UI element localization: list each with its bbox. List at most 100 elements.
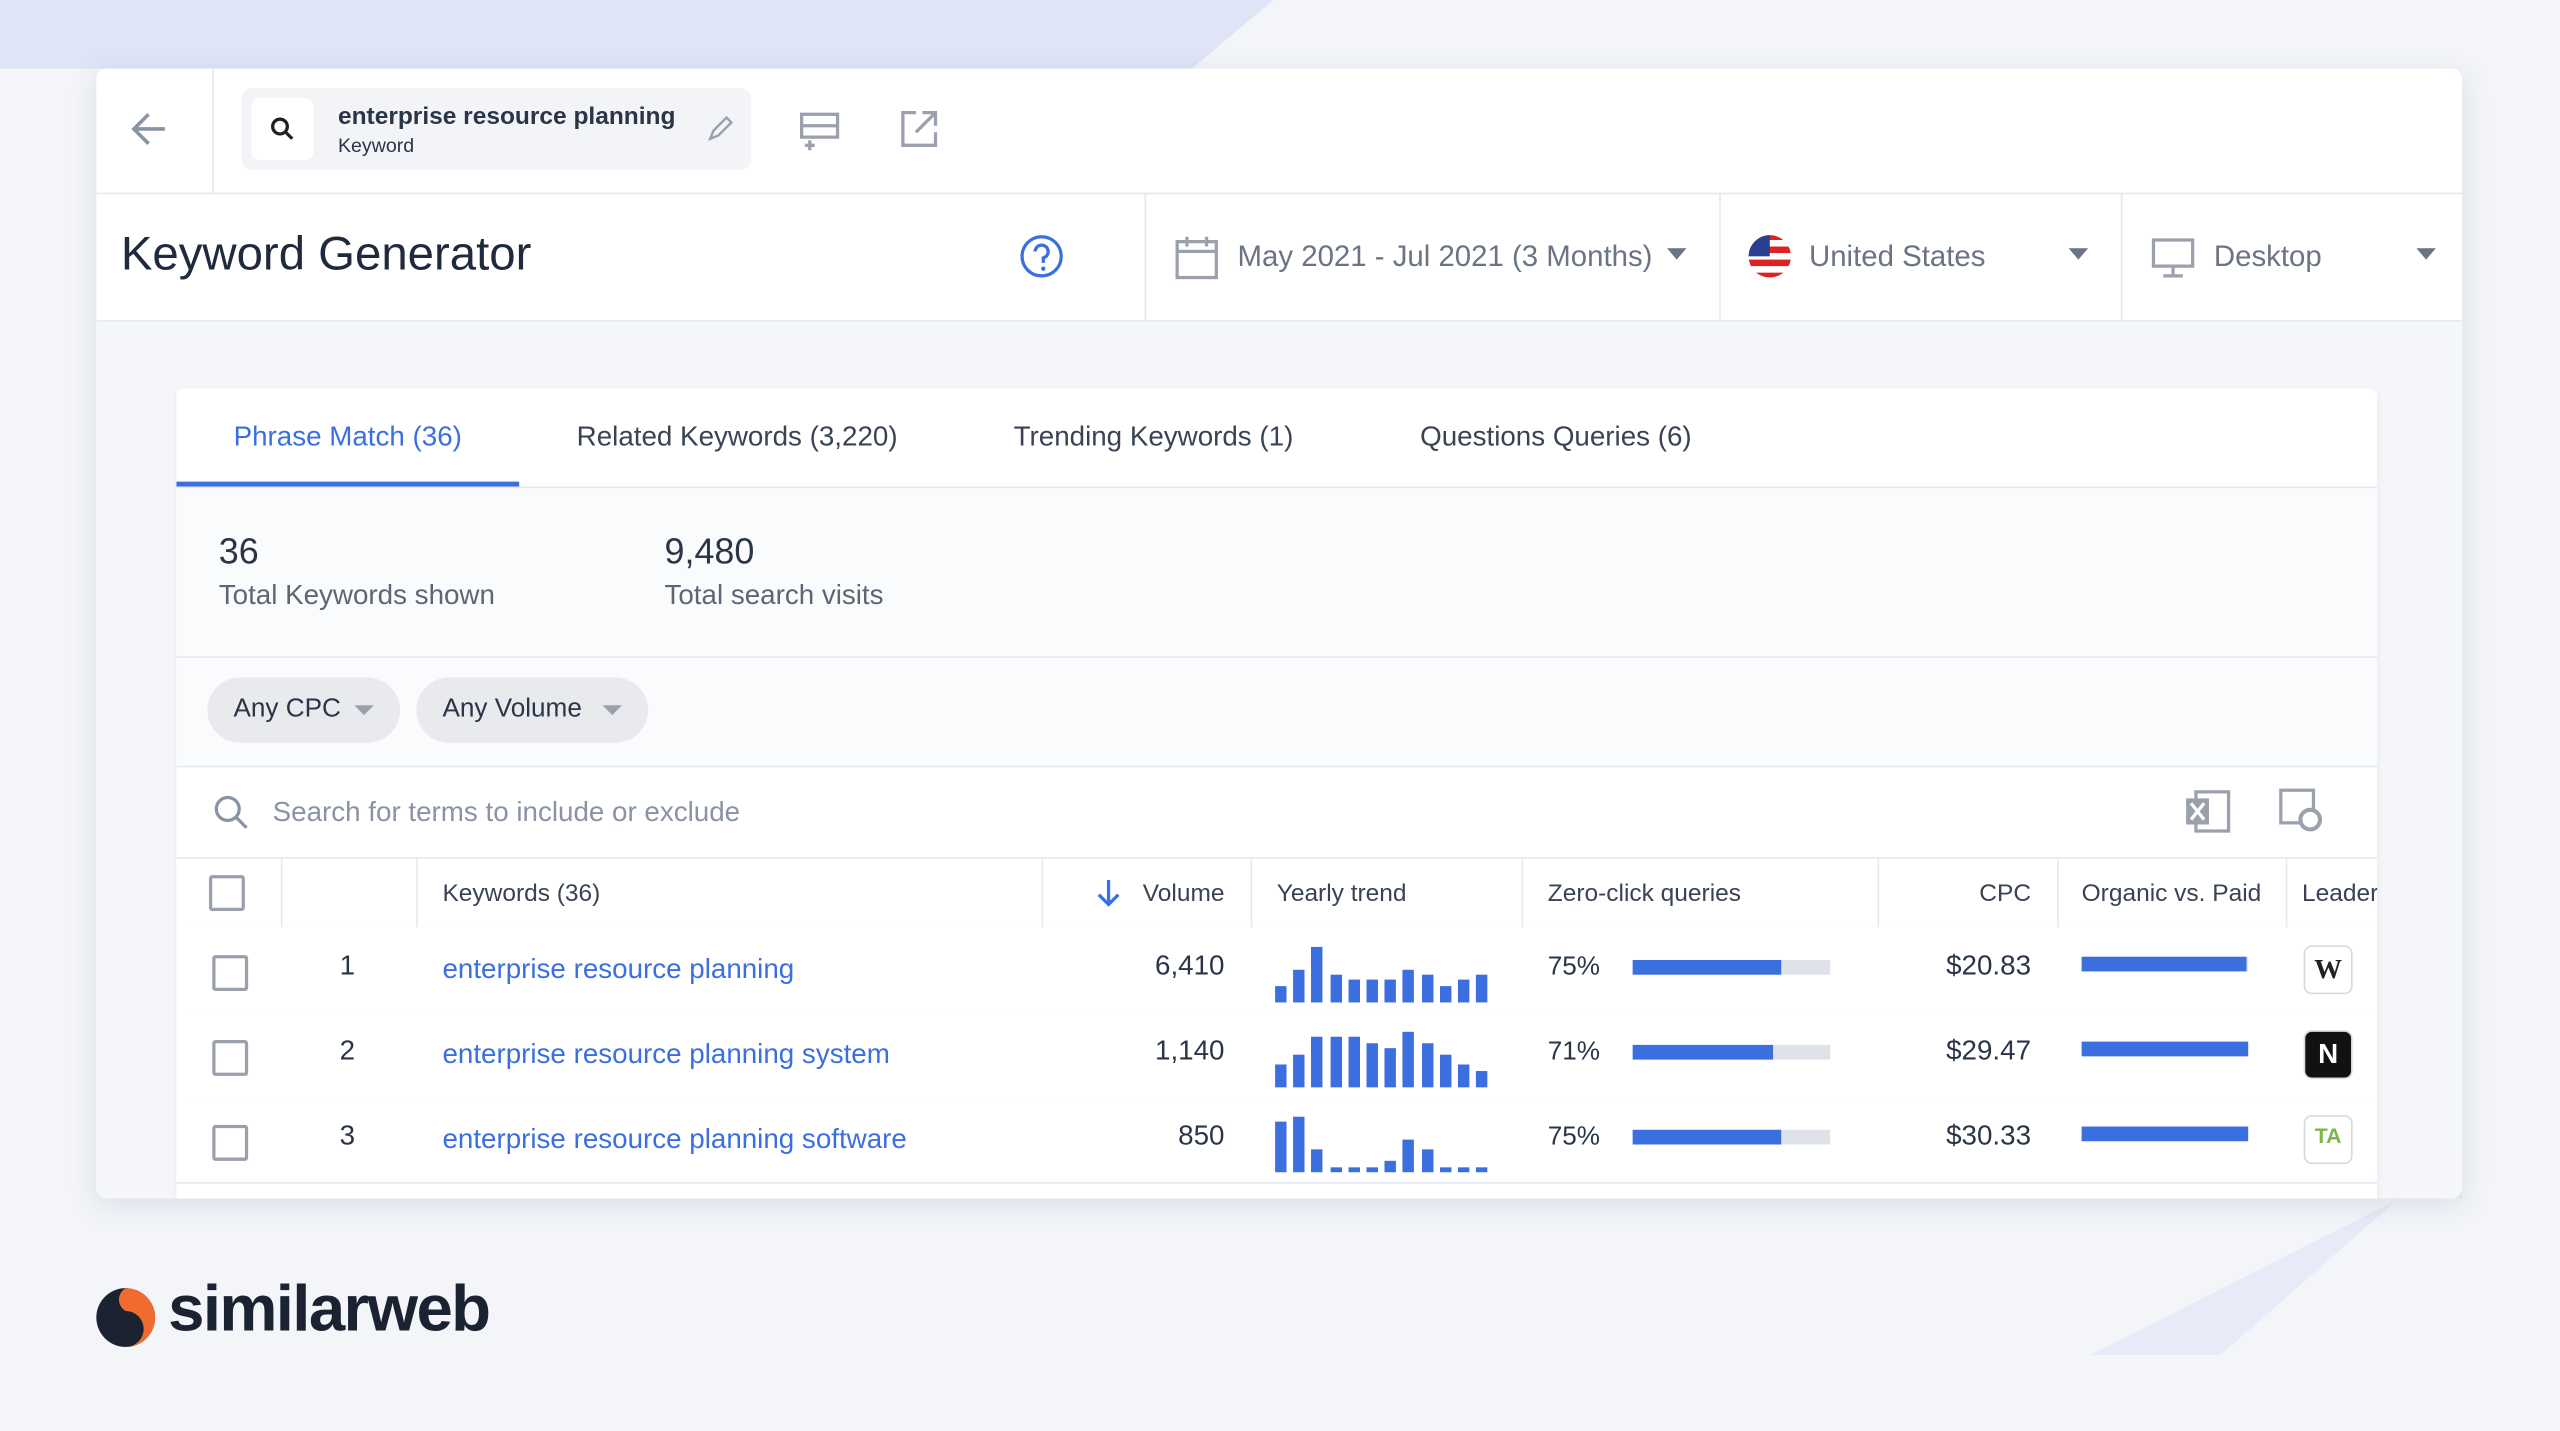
trend-bar — [1293, 969, 1305, 1003]
search-icon — [271, 117, 294, 140]
trend-bar — [1403, 1031, 1415, 1088]
trend-bar — [1329, 1166, 1342, 1173]
open-icon[interactable] — [898, 108, 940, 150]
table-body: 1 enterprise resource planning 6,410 75% $20… — [176, 927, 2378, 1198]
column-header[interactable]: Yearly trend — [1276, 879, 1407, 908]
date-range[interactable]: May 2021 - Jul 2021 (3 Months) — [1237, 239, 1653, 273]
trend-bar — [1439, 1166, 1452, 1173]
trend-bar — [1311, 1037, 1324, 1088]
trend-bar — [1348, 1166, 1360, 1173]
organic-bar — [2081, 956, 2247, 972]
column-header[interactable]: Volume — [1142, 879, 1225, 908]
tab[interactable]: Trending Keywords (1) — [1013, 421, 1294, 453]
column-divider — [1877, 858, 1880, 928]
trend-bar — [1403, 1138, 1415, 1173]
dropdown-arrow — [1666, 248, 1687, 260]
dropdown-arrow — [602, 705, 623, 716]
excel-icon[interactable] — [2183, 787, 2232, 836]
country[interactable]: United States — [1808, 239, 1986, 273]
content-area: Phrase Match (36) Related Keywords (3,220… — [96, 321, 2463, 1199]
cpc: $30.33 — [1946, 1119, 2032, 1152]
search-input[interactable]: Search for terms to include or exclude — [272, 796, 741, 828]
trend-bar — [1275, 1065, 1287, 1088]
volume: 6,410 — [1155, 950, 1225, 982]
filter-chip[interactable]: Any CPC — [207, 677, 400, 743]
column-header[interactable]: CPC — [1979, 879, 2032, 908]
zero-click-label: 75% — [1547, 1123, 1601, 1152]
rank: 1 — [339, 950, 356, 982]
column-divider — [1521, 858, 1524, 928]
leader-logo[interactable]: TA — [2303, 1115, 2353, 1165]
edit-icon[interactable] — [705, 114, 734, 143]
help-icon[interactable] — [1019, 233, 1065, 279]
rank: 3 — [339, 1119, 356, 1152]
select-all-checkbox[interactable] — [208, 875, 245, 912]
trend-bar — [1329, 974, 1342, 1003]
volume: 850 — [1178, 1119, 1225, 1152]
search-bar: Search for terms to include or exclude — [176, 767, 2378, 859]
trend-bar — [1439, 985, 1452, 1003]
column-divider — [416, 858, 418, 928]
cpc: $20.83 — [1946, 950, 2032, 982]
tab[interactable]: Related Keywords (3,220) — [576, 421, 898, 453]
brand-name: similarweb — [168, 1273, 491, 1346]
leader-logo-text: TA — [2314, 1123, 2342, 1148]
app-window: enterprise resource planning Keyword Key… — [96, 68, 2463, 1199]
trend-bar — [1366, 1042, 1378, 1088]
trend-bar — [1421, 1042, 1433, 1088]
table-row: 3 enterprise resource planning software 85… — [176, 1097, 2378, 1184]
trend-bar — [1476, 974, 1488, 1003]
trend-bar — [1311, 946, 1324, 1003]
tab[interactable]: Phrase Match (36) — [176, 389, 520, 487]
filter-chip[interactable]: Any Volume — [416, 677, 649, 743]
zero-click-label: 71% — [1547, 1038, 1601, 1067]
keyword-link[interactable]: enterprise resource planning — [442, 953, 795, 985]
column-header[interactable]: Zero-click queries — [1547, 879, 1742, 908]
dropdown-arrow — [2416, 248, 2436, 260]
table-row: 1 enterprise resource planning 6,410 75% $20… — [176, 927, 2378, 1014]
tab[interactable]: Questions Queries (6) — [1420, 421, 1692, 453]
page-title: Keyword Generator — [120, 228, 532, 281]
keyword-chip[interactable]: enterprise resource planning Keyword — [241, 88, 752, 170]
cpc: $29.47 — [1946, 1035, 2032, 1067]
trend-bar — [1439, 1054, 1452, 1088]
row-checkbox[interactable] — [212, 955, 249, 992]
column-divider — [1041, 858, 1044, 928]
volume: 1,140 — [1155, 1035, 1225, 1067]
calendar-icon — [1175, 236, 1218, 280]
device[interactable]: Desktop — [2213, 239, 2322, 273]
trend-bar — [1329, 1037, 1342, 1088]
keyword-link[interactable]: enterprise resource planning software — [442, 1123, 907, 1155]
trend-bar — [1275, 985, 1287, 1003]
leader-logo[interactable]: N — [2303, 1030, 2353, 1080]
row-checkbox[interactable] — [212, 1124, 249, 1161]
sort-arrow — [1097, 878, 1120, 907]
back-button[interactable] — [129, 108, 171, 150]
trend-bar — [1476, 1070, 1488, 1088]
trend-bar — [1457, 1065, 1470, 1088]
column-header[interactable]: Leader — [2302, 879, 2378, 908]
row-checkbox[interactable] — [212, 1039, 249, 1076]
trend-bar — [1366, 980, 1378, 1003]
stat-value: 9,480 — [664, 530, 755, 572]
dropdown-arrow — [2068, 248, 2089, 260]
column-header[interactable]: Keywords (36) — [442, 879, 601, 908]
keyword-link[interactable]: enterprise resource planning system — [442, 1038, 890, 1070]
organic-bar — [2081, 1126, 2249, 1142]
trend-bar — [1421, 974, 1433, 1003]
compare-icon[interactable] — [797, 108, 843, 154]
trend-bar — [1403, 969, 1415, 1003]
settings-icon[interactable] — [2278, 787, 2327, 836]
table-header: Keywords (36) Volume Yearly trend Zero-clic… — [176, 858, 2378, 929]
leader-logo[interactable]: W — [2303, 945, 2353, 995]
keyword: enterprise resource planning — [337, 102, 676, 131]
column-divider — [1250, 858, 1253, 928]
results-panel: Phrase Match (36) Related Keywords (3,220… — [176, 388, 2378, 1199]
stat-label: Total Keywords shown — [218, 579, 495, 611]
filter-label: Any Volume — [442, 695, 582, 724]
column-header[interactable]: Organic vs. Paid — [2081, 879, 2262, 908]
stat-label: Total search visits — [664, 579, 884, 611]
dropdown-arrow — [354, 705, 374, 716]
trend-bar — [1348, 980, 1360, 1003]
